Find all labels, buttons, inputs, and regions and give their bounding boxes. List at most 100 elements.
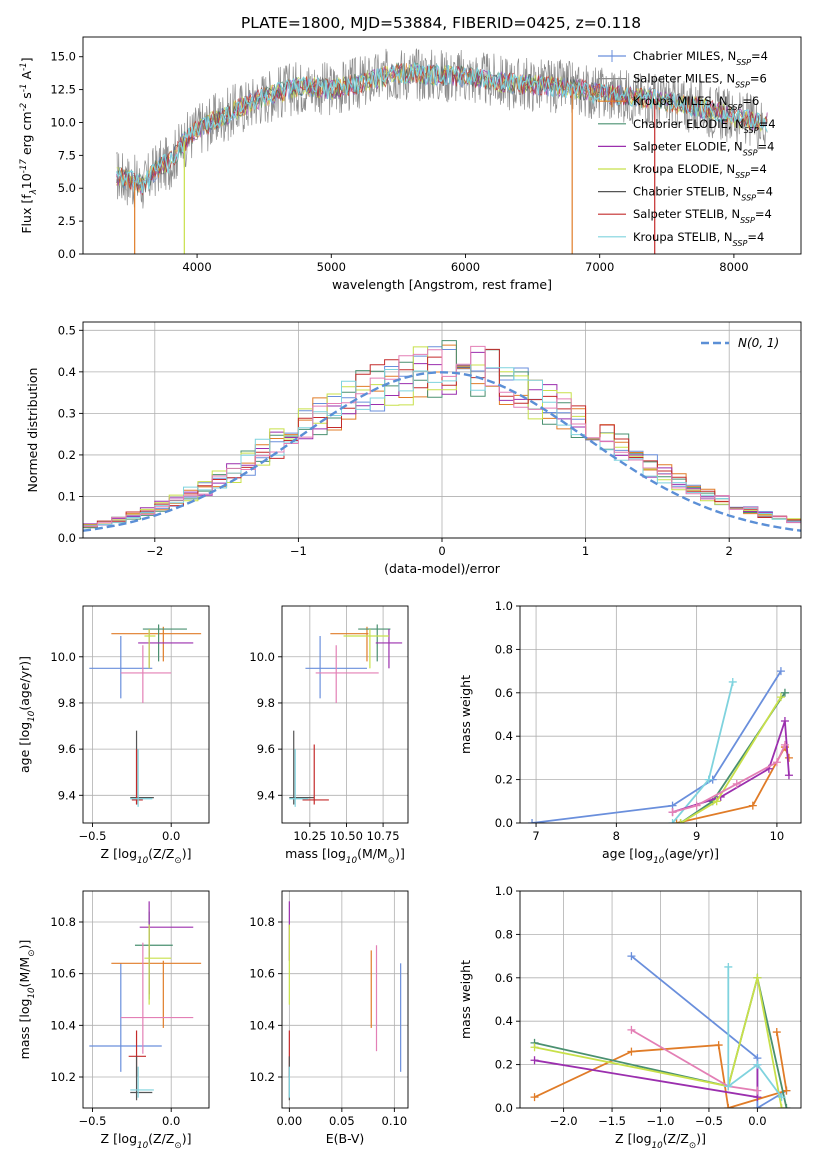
axes-border	[281, 605, 409, 824]
mass-weight-marker	[777, 1104, 786, 1108]
legend-label: Salpeter MILES, NSSP​=6	[633, 72, 767, 90]
mass-weight-marker	[748, 801, 757, 810]
plot-area	[83, 340, 801, 532]
plot-area	[528, 667, 793, 823]
y-tick-label: 0.0	[495, 816, 513, 830]
legend-label: Chabrier STELIB, NSSP​=4	[633, 185, 773, 203]
x-axis-label: E(B-V)	[326, 1131, 365, 1146]
mass-weight-marker	[530, 1056, 539, 1065]
mass-weight-marker	[732, 779, 741, 788]
axes-frame: 4000 5000 6000 7000 8000 0.0 2.5 5.0 7.5 10.0 12.5…	[19, 36, 802, 292]
y-tick-label: 10.4	[249, 1018, 275, 1032]
mass-weight-marker	[776, 693, 785, 702]
y-tick-label: 0.5	[58, 323, 76, 337]
x-tick-label: −0.5	[78, 829, 106, 843]
x-tick-label: −1	[290, 544, 307, 558]
mass-weight-marker	[782, 1086, 791, 1095]
x-tick-label: −1.5	[598, 1114, 626, 1128]
mass-weight-marker	[530, 1043, 539, 1052]
y-tick-label: 10.8	[249, 915, 275, 929]
y-tick-label: 10.4	[50, 1018, 76, 1032]
axes-border	[281, 890, 409, 1109]
mass-weight-marker	[728, 677, 737, 686]
axes-border	[519, 605, 802, 824]
y-tick-label: 10.2	[50, 1070, 76, 1084]
y-tick-label: 9.4	[58, 788, 76, 802]
y-tick-label: 0.4	[58, 365, 76, 379]
mass-weight-line	[534, 1031, 788, 1108]
mass-weight-marker	[724, 962, 733, 971]
y-tick-label: 7.5	[58, 148, 76, 162]
y-tick-label: 1.0	[495, 599, 513, 613]
mass-weight-marker	[672, 819, 681, 823]
y-tick-label: 9.6	[58, 742, 76, 756]
residual-chart: −2 −1 0 1 2 0.0 0.1 0.2 0.3 0.4 0.5 (data-model)/er…	[25, 321, 802, 576]
y-axis-label: mass [log10​(M/M⊙​)]	[17, 940, 37, 1060]
x-axis-label: Z [log10​(Z/Z⊙​)]	[101, 1131, 192, 1151]
grid	[282, 606, 408, 823]
y-tick-label: 0.6	[495, 686, 513, 700]
mass-weight-marker	[753, 1086, 762, 1095]
y-tick-label: 0.2	[495, 1058, 513, 1072]
mass-weight-marker	[777, 1093, 786, 1102]
mass-weight-marker	[627, 1025, 636, 1034]
mass-weight-marker	[530, 1093, 539, 1102]
plot-area	[116, 48, 768, 254]
mass-weight-marker	[784, 753, 793, 762]
z-mass-chart: −0.5 0.0 10.2 10.4 10.6 10.8 Z [log10​(Z/Z⊙​)]…	[17, 890, 210, 1151]
y-tick-label: 9.8	[58, 696, 76, 710]
x-tick-label: −2.0	[550, 1114, 578, 1128]
y-tick-label: 10.0	[50, 650, 76, 664]
y-axis-label: mass weight	[458, 675, 473, 754]
x-tick-label: 10.75	[367, 829, 400, 843]
mass-weight-marker	[668, 819, 677, 823]
mass-weight-marker	[676, 819, 685, 823]
grid	[83, 606, 209, 823]
plot-area	[289, 624, 403, 807]
x-tick-label: 10.25	[293, 829, 326, 843]
legend-label: Salpeter ELODIE, NSSP​=4	[633, 139, 774, 157]
axes-frame: −0.5 0.0 10.2 10.4 10.6 10.8 Z [log10​(Z/Z⊙​)]…	[17, 890, 210, 1151]
x-tick-label: 7	[532, 829, 539, 843]
mass-weight-marker	[714, 1041, 723, 1050]
x-tick-label: 5000	[317, 260, 346, 274]
y-tick-label: 0.2	[58, 448, 76, 462]
mass-weight-line	[531, 670, 782, 823]
z-age-chart: −0.5 0.0 9.4 9.6 9.8 10.0 Z [log10​(Z/Z⊙​)] age…	[17, 605, 210, 866]
y-tick-label: 10.6	[50, 967, 76, 981]
y-tick-label: 0.8	[495, 927, 513, 941]
figure-title: PLATE=1800, MJD=53884, FIBERID=0425, z=0…	[241, 14, 641, 32]
x-axis-label: Z [log10​(Z/Z⊙​)]	[615, 1131, 706, 1151]
mass-age-chart: 10.25 10.50 10.75 9.4 9.6 9.8 10.0 mass [log10​…	[249, 605, 409, 866]
mass-weight-marker	[782, 1104, 791, 1108]
mass-weight-marker	[753, 973, 762, 982]
mass-weight-marker	[780, 740, 789, 749]
mass-weight-marker	[724, 1082, 733, 1091]
mass-weight-marker	[712, 797, 721, 806]
x-tick-label: 0.10	[382, 1114, 408, 1128]
mass-weight-marker	[704, 775, 713, 784]
plot-area	[288, 901, 402, 1101]
x-tick-label: 0.0	[162, 829, 180, 843]
legend-label: Kroupa ELODIE, NSSP​=4	[633, 162, 767, 180]
axes-frame: 10.25 10.50 10.75 9.4 9.6 9.8 10.0 mass [log10​…	[249, 605, 409, 866]
axes-frame: −0.5 0.0 9.4 9.6 9.8 10.0 Z [log10​(Z/Z⊙​)] age…	[17, 605, 210, 866]
age-massweight-chart: 7 8 9 10 0.0 0.2 0.4 0.6 0.8 1.0 age [log10​(age/y…	[458, 599, 802, 866]
mass-weight-marker	[772, 758, 781, 767]
x-tick-label: −2	[146, 544, 163, 558]
x-axis-label: mass [log10​(M/M⊙​)]	[285, 846, 405, 866]
y-tick-label: 0.2	[495, 773, 513, 787]
mass-weight-marker	[528, 819, 537, 823]
x-tick-label: 7000	[585, 260, 614, 274]
histogram-step	[83, 345, 801, 528]
gaussian-curve	[83, 371, 801, 532]
histogram-step	[83, 348, 801, 528]
y-tick-label: 0.4	[495, 729, 513, 743]
mass-weight-line	[672, 720, 790, 813]
y-axis-label: age [log10​(age/yr)]	[17, 656, 37, 773]
mass-weight-marker	[668, 808, 677, 817]
mass-weight-line	[534, 977, 783, 1108]
x-tick-label: 4000	[182, 260, 211, 274]
legend-label: Salpeter STELIB, NSSP​=4	[633, 207, 772, 225]
grid	[83, 891, 209, 1108]
